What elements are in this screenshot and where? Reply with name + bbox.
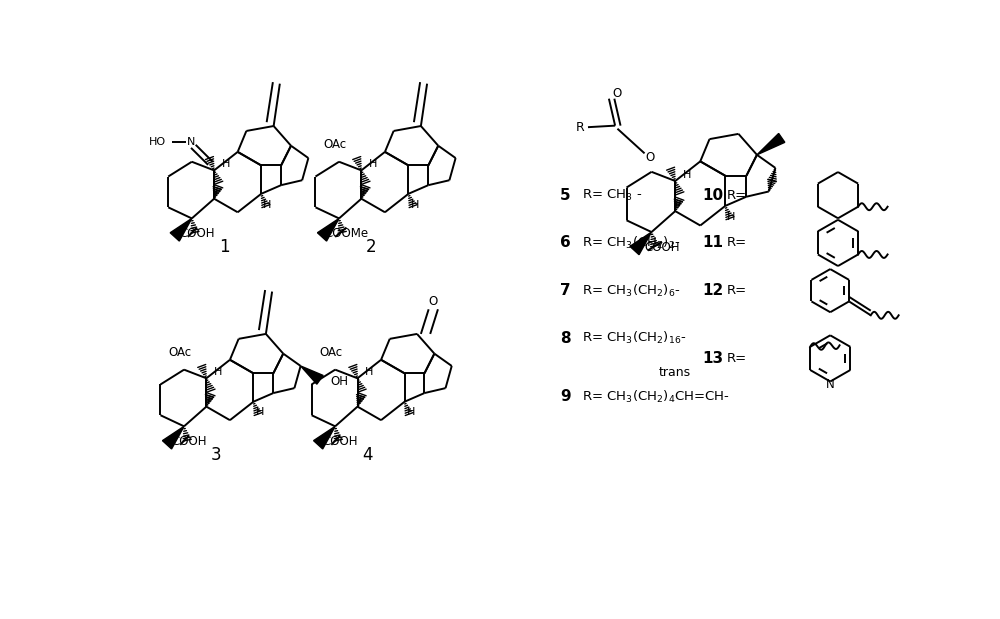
Text: HO: HO <box>149 137 166 147</box>
Text: 13: 13 <box>702 351 723 366</box>
Text: 1: 1 <box>219 238 229 256</box>
Text: R= CH$_3$(CH$_2$)$_2$-: R= CH$_3$(CH$_2$)$_2$- <box>582 235 681 251</box>
Text: R= CH$_3$(CH$_2$)$_4$CH=CH-: R= CH$_3$(CH$_2$)$_4$CH=CH- <box>582 389 730 405</box>
Text: H: H <box>727 212 736 222</box>
Text: R=: R= <box>727 189 747 202</box>
Text: H: H <box>365 367 373 377</box>
Text: H: H <box>369 159 377 169</box>
Text: COOMe: COOMe <box>324 227 369 240</box>
Polygon shape <box>301 366 323 384</box>
Polygon shape <box>757 134 785 155</box>
Text: OAc: OAc <box>320 346 343 359</box>
Text: 2: 2 <box>366 238 377 256</box>
Text: 6: 6 <box>560 235 571 251</box>
Text: 9: 9 <box>560 389 571 404</box>
Text: COOH: COOH <box>322 435 358 448</box>
Polygon shape <box>170 219 192 241</box>
Text: R: R <box>576 121 585 134</box>
Text: 10: 10 <box>702 188 723 202</box>
Text: O: O <box>429 295 438 308</box>
Text: COOH: COOH <box>644 241 680 254</box>
Text: H: H <box>263 199 272 210</box>
Text: 12: 12 <box>702 283 723 298</box>
Text: 3: 3 <box>211 446 222 464</box>
Text: R=: R= <box>727 352 747 365</box>
Text: N: N <box>187 137 195 147</box>
Text: O: O <box>645 152 655 165</box>
Text: COOH: COOH <box>171 435 207 448</box>
Text: OH: OH <box>330 375 348 388</box>
Text: trans: trans <box>659 366 691 379</box>
Text: H: H <box>214 367 222 377</box>
Text: H: H <box>683 170 691 180</box>
Text: H: H <box>411 199 419 210</box>
Text: R= CH$_3$ -: R= CH$_3$ - <box>582 188 643 202</box>
Text: R= CH$_3$(CH$_2$)$_{16}$-: R= CH$_3$(CH$_2$)$_{16}$- <box>582 331 687 347</box>
Polygon shape <box>314 426 335 449</box>
Polygon shape <box>630 232 652 254</box>
Text: R=: R= <box>727 284 747 297</box>
Text: H: H <box>407 407 415 417</box>
Text: 8: 8 <box>560 331 571 346</box>
Text: H: H <box>222 159 230 169</box>
Text: N: N <box>826 378 835 391</box>
Text: 11: 11 <box>702 235 723 251</box>
Text: COOH: COOH <box>179 227 215 240</box>
Text: 7: 7 <box>560 283 571 298</box>
Text: 5: 5 <box>560 188 571 202</box>
Text: OAc: OAc <box>169 346 192 359</box>
Polygon shape <box>162 426 184 449</box>
Text: H: H <box>256 407 264 417</box>
Text: R= CH$_3$(CH$_2$)$_6$-: R= CH$_3$(CH$_2$)$_6$- <box>582 283 681 299</box>
Text: OAc: OAc <box>324 138 347 151</box>
Text: 4: 4 <box>362 446 373 464</box>
Polygon shape <box>317 219 339 241</box>
Text: R=: R= <box>727 236 747 249</box>
Text: O: O <box>612 87 621 100</box>
